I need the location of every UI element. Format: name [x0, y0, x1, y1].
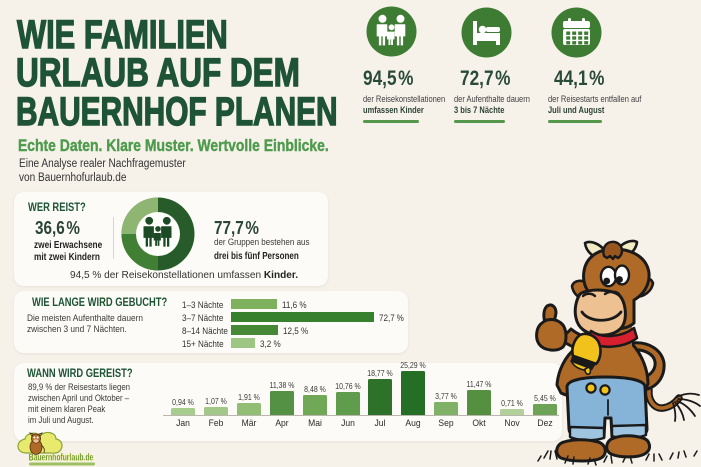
svg-text:Bauernhofurlaub.de: Bauernhofurlaub.de: [29, 453, 94, 464]
